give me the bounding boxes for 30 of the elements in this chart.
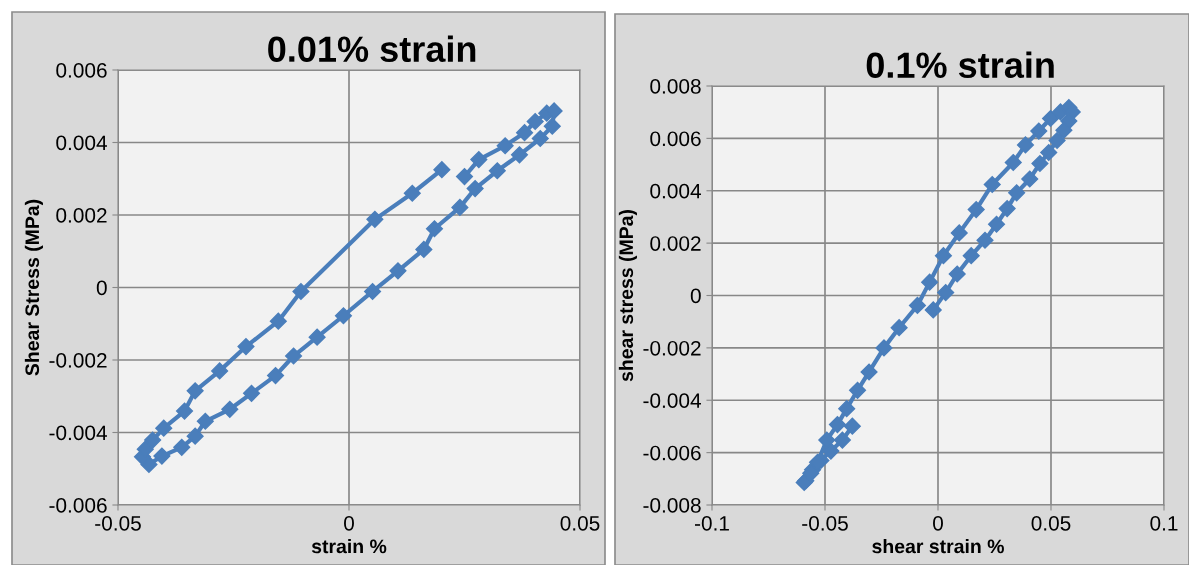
y-tick-label: -0.002: [49, 353, 107, 368]
x-tick-label: 0.05: [1031, 515, 1071, 531]
x-tick-label: 0.05: [560, 515, 600, 531]
y-tick-label: -0.008: [643, 498, 701, 513]
y-tick-label: 0.004: [56, 135, 107, 151]
x-axis-title: shear strain %: [872, 539, 1004, 554]
y-tick-label: 0.008: [650, 79, 701, 94]
y-tick-label: -0.006: [49, 498, 107, 513]
y-tick-label: 0: [96, 280, 107, 296]
x-tick-label: -0.05: [95, 515, 141, 531]
y-tick-label: 0.006: [650, 131, 701, 147]
y-tick-label: 0.006: [56, 63, 107, 78]
chart-title: 0.1% strain: [866, 51, 1054, 79]
y-axis-title: shear stress (MPa): [618, 210, 637, 382]
x-axis-title: strain %: [311, 539, 387, 554]
y-tick-label: -0.004: [643, 393, 701, 408]
y-tick-label: -0.006: [643, 445, 701, 461]
x-tick-label: 0.1: [1150, 515, 1178, 531]
y-tick-label: -0.002: [643, 340, 701, 356]
y-axis-title: Shear Stress (MPa): [24, 199, 43, 376]
y-tick-label: 0.002: [56, 208, 107, 223]
x-tick-label: -0.05: [802, 515, 848, 531]
y-tick-label: -0.004: [49, 425, 107, 441]
y-tick-label: 0.002: [650, 236, 701, 251]
x-tick-label: -0.1: [694, 515, 729, 531]
y-tick-label: 0.004: [650, 183, 701, 199]
y-tick-label: 0: [690, 288, 701, 304]
x-tick-label: 0: [344, 515, 354, 531]
x-tick-label: 0: [933, 515, 943, 531]
chart-title: 0.01% strain: [268, 35, 476, 63]
